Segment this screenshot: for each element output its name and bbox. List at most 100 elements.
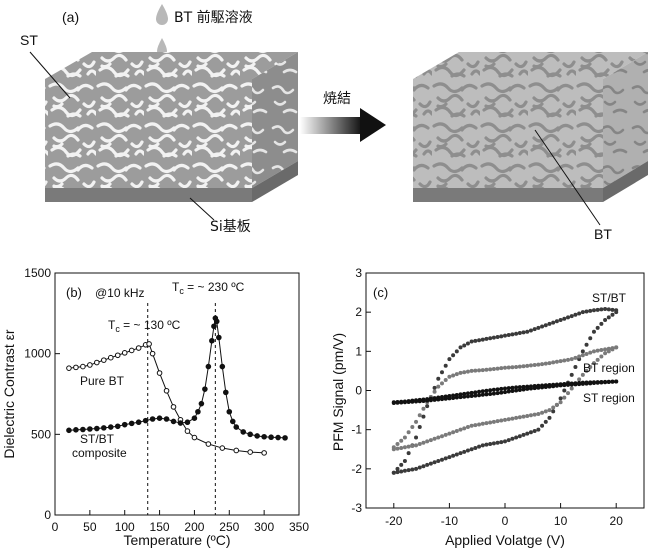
chart-b-point-st-bt	[80, 426, 86, 433]
chart-c-point-st-bt	[395, 466, 400, 471]
chart-c-point-st-region	[484, 388, 489, 393]
chart-c-point-st-bt	[510, 436, 515, 441]
chart-c-point-bt-region	[510, 365, 515, 370]
chart-c-point-bt-region	[469, 423, 474, 428]
chart-b-panel-label: (b)	[66, 285, 82, 300]
chart-c-point-bt-region	[580, 353, 585, 358]
chart-c-point-bt-region	[569, 357, 574, 362]
chart-c-point-bt-region	[517, 364, 522, 369]
chart-b-point-st-bt	[94, 425, 100, 432]
chart-c-point-bt-region	[551, 360, 556, 365]
chart-b-xtick-label: 300	[254, 520, 274, 534]
chart-c-point-bt-region	[425, 439, 430, 444]
chart-c-point-bt-region	[536, 362, 541, 367]
chart-c-point-st-bt	[391, 470, 396, 475]
chart-b-point-st-bt	[195, 408, 201, 415]
chart-c-point-bt-region	[484, 421, 489, 426]
chart-c-point-bt-region	[558, 400, 563, 405]
chart-c-point-bt-region	[402, 445, 407, 450]
chart-c-point-st-bt	[406, 451, 411, 456]
chart-c-point-st-bt	[495, 440, 500, 445]
chart-c-point-st-bt	[599, 307, 604, 312]
chart-c-point-st-region	[469, 390, 474, 395]
st-block	[45, 52, 298, 202]
chart-b-point-pure-bt	[135, 345, 142, 351]
chart-c-point-st-region	[514, 388, 519, 393]
chart-c-point-st-bt	[465, 448, 470, 453]
chart-c-point-st-region	[473, 393, 478, 398]
chart-c-point-st-region	[525, 386, 530, 391]
chart-c-point-st-bt	[421, 464, 426, 469]
chart-c-point-bt-region	[514, 415, 519, 420]
chart-b-point-pure-bt	[114, 352, 121, 359]
chart-c-point-st-bt	[451, 453, 456, 458]
chart-c-point-bt-region	[421, 406, 426, 411]
chart-c-point-st-bt	[521, 330, 526, 335]
chart-b-point-st-bt	[240, 429, 247, 435]
chart-c-point-st-bt	[588, 336, 593, 341]
chart-c-point-st-bt	[469, 447, 474, 452]
chart-c-point-st-bt	[562, 388, 567, 393]
chart-c-point-st-bt	[610, 312, 615, 317]
chart-c-point-bt-region	[391, 447, 396, 452]
chart-c-point-st-bt	[473, 338, 478, 343]
chart-c-ytick-label: 2	[355, 305, 362, 319]
chart-c-point-st-region	[528, 386, 533, 391]
chart-b-tc-lines	[147, 303, 216, 515]
chart-b-point-st-bt	[205, 363, 212, 370]
chart-b-point-st-bt	[275, 434, 281, 441]
chart-c-point-st-region	[406, 399, 411, 404]
chart-c-xtick-label: 20	[610, 514, 624, 528]
chart-c-point-st-bt	[436, 376, 441, 381]
chart-c-point-st-bt	[525, 431, 530, 436]
chart-c-point-bt-region	[614, 345, 619, 350]
chart-b-point-st-bt	[209, 337, 215, 344]
chart-b-point-st-bt	[261, 433, 267, 440]
chart-b-point-pure-bt	[80, 363, 86, 370]
chart-c-point-st-bt	[517, 331, 522, 336]
chart-c-point-bt-region	[610, 347, 615, 352]
chart-c-point-st-region	[465, 391, 470, 396]
chart-b-series-line-st-bt	[68, 316, 286, 439]
precursor-label: BT 前駆溶液	[174, 9, 253, 26]
chart-c-point-st-bt	[528, 328, 533, 333]
chart-c-point-st-region	[566, 382, 571, 387]
chart-c-point-bt-region	[417, 413, 422, 418]
chart-c-point-st-bt	[447, 357, 452, 362]
chart-c-point-bt-region	[458, 370, 463, 375]
chart-c-point-bt-region	[465, 369, 470, 374]
chart-c-point-bt-region	[443, 378, 448, 383]
chart-c-point-st-region	[495, 387, 500, 392]
chart-c-point-st-bt	[402, 459, 407, 463]
chart-c-point-st-region	[458, 395, 463, 400]
chart-c-point-bt-region	[469, 368, 474, 373]
chart-b-point-st-bt	[135, 419, 142, 426]
chart-c-point-st-region	[514, 385, 519, 390]
chart-c-point-st-bt	[421, 414, 426, 419]
chart-c-point-st-bt	[402, 468, 407, 473]
chart-c-point-st-region	[540, 385, 545, 390]
chart-c-point-st-bt	[510, 332, 515, 337]
chart-c-point-st-bt	[569, 314, 574, 319]
chart-c-point-st-bt	[399, 469, 404, 474]
chart-b-point-pure-bt	[219, 445, 226, 451]
chart-c-point-bt-region	[410, 443, 415, 448]
chart-c-point-st-bt	[610, 307, 615, 312]
chart-b-point-st-bt	[156, 415, 163, 422]
chart-c-point-st-bt	[495, 334, 500, 339]
chart-b-point-st-bt	[247, 431, 253, 438]
droplet-falling-icon	[157, 38, 167, 56]
chart-c-point-st-bt	[432, 460, 437, 465]
chart-c-point-st-region	[521, 387, 526, 392]
chart-b-point-pure-bt	[261, 450, 267, 456]
chart-c-point-st-bt	[406, 468, 411, 473]
chart-c-point-st-bt	[599, 321, 604, 326]
bt-label: BT	[594, 226, 612, 242]
chart-c-point-st-region	[410, 399, 415, 404]
chart-c-ytick-label: 3	[355, 266, 362, 280]
chart-c-point-st-region	[439, 397, 444, 402]
chart-c-point-bt-region	[577, 354, 582, 359]
chart-c-point-st-region	[465, 394, 470, 399]
chart-c-point-st-bt	[584, 342, 589, 347]
